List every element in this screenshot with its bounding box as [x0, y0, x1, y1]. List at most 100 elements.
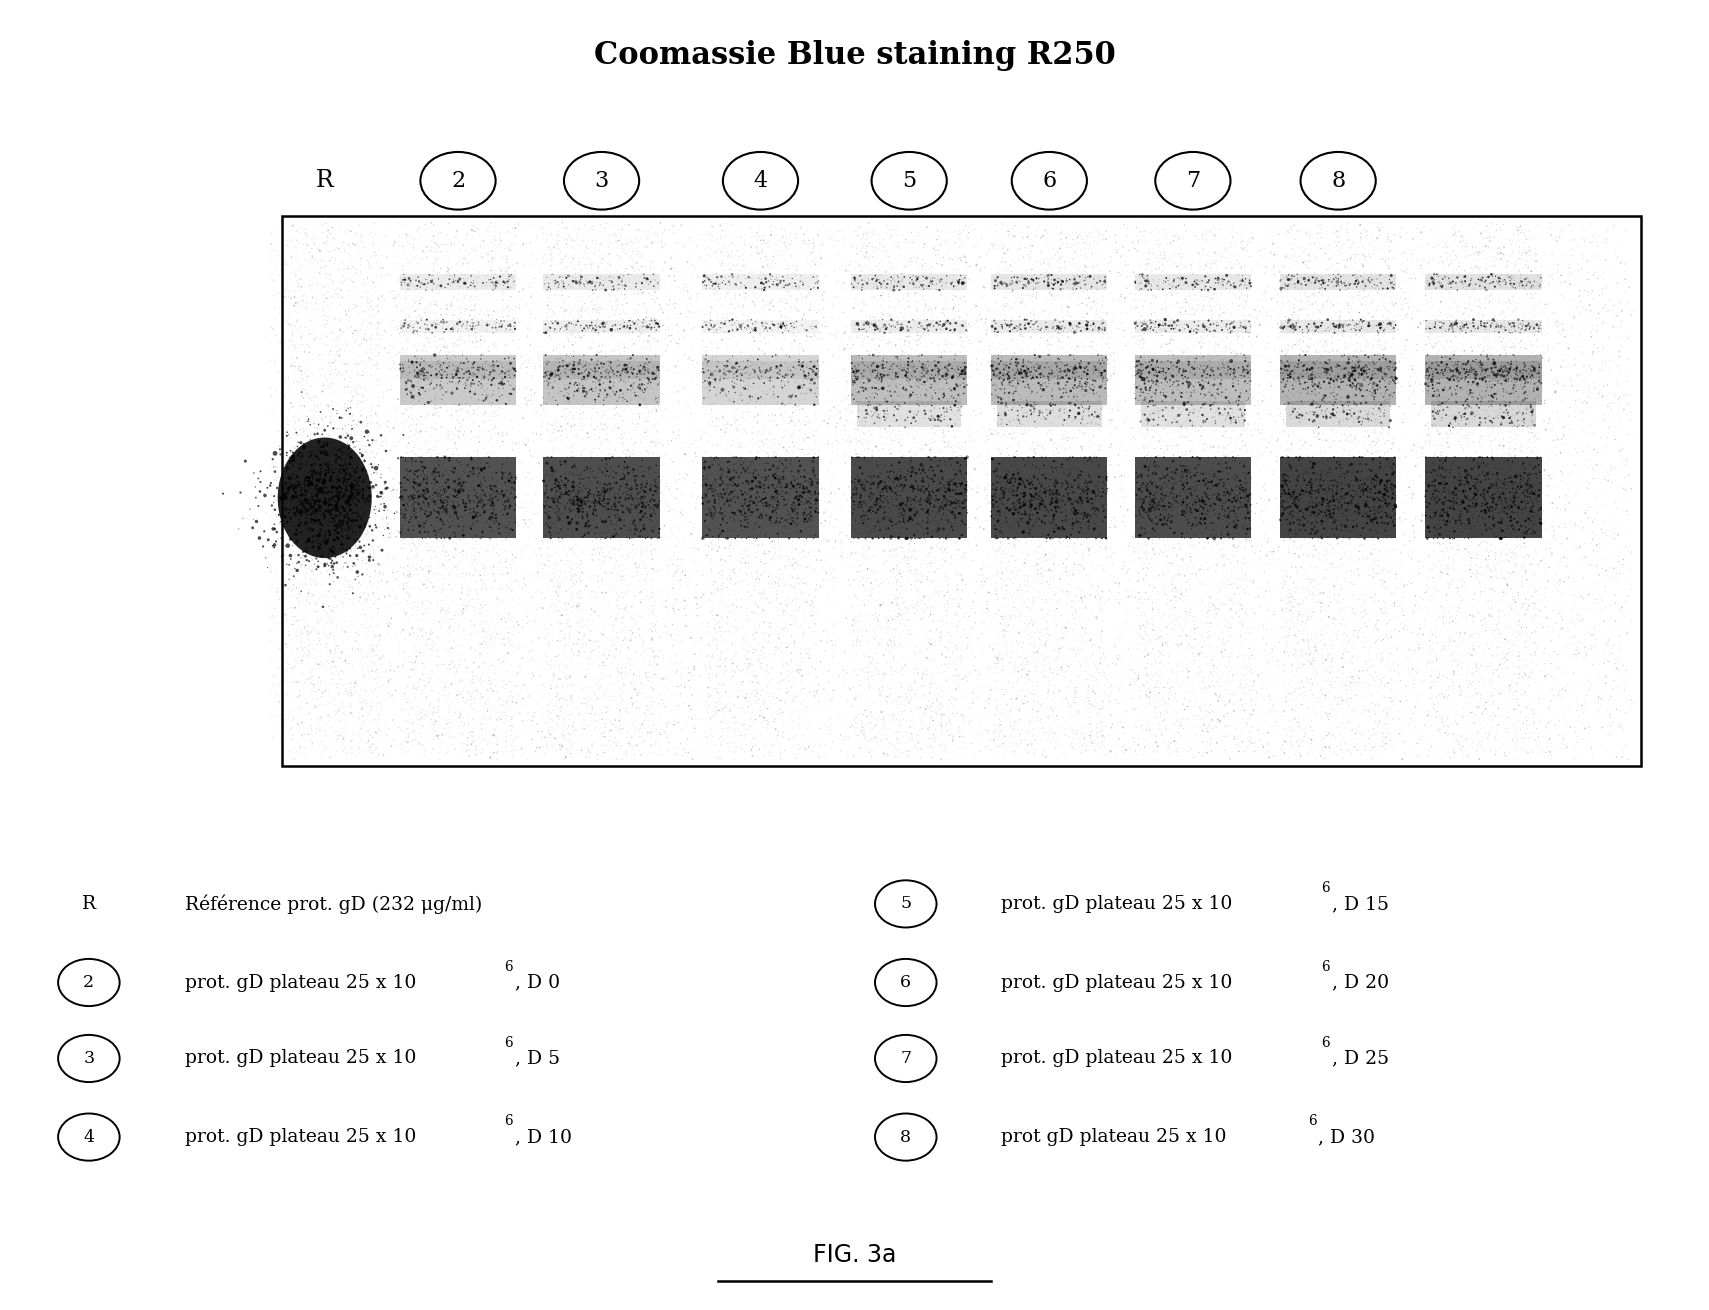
Point	[573, 502, 600, 523]
Point	[347, 410, 374, 431]
Point	[711, 630, 738, 651]
Point	[467, 665, 494, 686]
Point	[337, 627, 364, 648]
Point	[1176, 456, 1203, 477]
Point	[1019, 434, 1046, 455]
Point	[395, 409, 422, 430]
Point	[872, 479, 899, 500]
Point	[731, 449, 759, 470]
Point	[1543, 559, 1571, 580]
Point	[318, 372, 345, 393]
Point	[639, 346, 667, 367]
Point	[1514, 626, 1542, 647]
Point	[1138, 487, 1166, 508]
Point	[1482, 365, 1509, 386]
Point	[877, 356, 904, 377]
Point	[1147, 400, 1174, 421]
Point	[983, 523, 1010, 544]
Point	[429, 359, 456, 380]
Point	[552, 597, 579, 618]
Point	[639, 726, 667, 747]
Point	[689, 508, 716, 529]
Point	[598, 375, 625, 396]
Point	[485, 694, 513, 715]
Point	[595, 520, 622, 541]
Point	[860, 384, 887, 405]
Point	[555, 715, 583, 736]
Point	[706, 460, 733, 481]
Point	[1412, 377, 1439, 398]
Point	[714, 710, 742, 731]
Point	[1326, 694, 1354, 715]
Point	[429, 654, 456, 675]
Point	[1160, 348, 1188, 369]
Point	[1135, 698, 1162, 719]
Point	[1466, 389, 1494, 410]
Point	[993, 338, 1020, 359]
Point	[291, 427, 318, 448]
Point	[448, 665, 475, 686]
Point	[1470, 521, 1497, 542]
Point	[352, 617, 379, 638]
Point	[1369, 263, 1396, 284]
Point	[415, 707, 443, 728]
Point	[1330, 250, 1357, 271]
Point	[1420, 368, 1448, 389]
Bar	[991, 274, 1107, 290]
Point	[1299, 663, 1326, 684]
Point	[1130, 508, 1157, 529]
Point	[482, 272, 509, 293]
Point	[687, 477, 714, 498]
Point	[1502, 439, 1530, 460]
Point	[1154, 341, 1181, 362]
Point	[863, 466, 890, 487]
Point	[1453, 748, 1480, 769]
Point	[1102, 620, 1130, 641]
Point	[1053, 562, 1080, 583]
Point	[1066, 224, 1094, 245]
Point	[627, 419, 655, 440]
Point	[434, 679, 461, 700]
Point	[1229, 284, 1256, 305]
Point	[1618, 301, 1646, 322]
Point	[909, 499, 937, 520]
Point	[1432, 288, 1459, 309]
Point	[721, 605, 749, 626]
Point	[1577, 250, 1605, 271]
Point	[1367, 507, 1395, 528]
Point	[854, 538, 882, 559]
Point	[877, 511, 904, 532]
Point	[304, 482, 332, 503]
Point	[1439, 365, 1466, 386]
Point	[1162, 280, 1189, 301]
Point	[1458, 358, 1485, 379]
Point	[873, 493, 901, 514]
Point	[1473, 552, 1501, 572]
Point	[1078, 665, 1106, 686]
Point	[294, 476, 321, 496]
Point	[355, 461, 383, 482]
Point	[740, 301, 767, 322]
Point	[1449, 481, 1477, 502]
Point	[427, 490, 455, 511]
Point	[432, 360, 460, 381]
Point	[947, 232, 974, 253]
Point	[1336, 229, 1364, 250]
Point	[901, 403, 928, 424]
Point	[537, 702, 564, 723]
Point	[926, 458, 954, 479]
Point	[943, 508, 971, 529]
Point	[1383, 495, 1410, 516]
Point	[1271, 360, 1299, 381]
Point	[711, 473, 738, 494]
Point	[607, 390, 634, 411]
Point	[930, 520, 957, 541]
Point	[1184, 334, 1212, 355]
Point	[458, 351, 485, 372]
Point	[407, 546, 434, 567]
Point	[1511, 240, 1538, 261]
Point	[1275, 354, 1302, 375]
Point	[431, 337, 458, 358]
Point	[1343, 286, 1371, 307]
Point	[533, 299, 561, 320]
